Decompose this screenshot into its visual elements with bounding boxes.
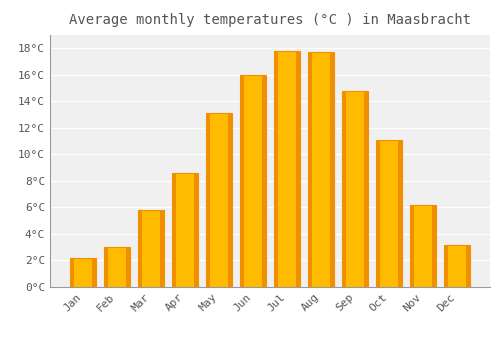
Bar — [172, 173, 198, 287]
Bar — [206, 113, 210, 287]
Bar — [444, 245, 470, 287]
Bar — [70, 258, 96, 287]
Bar — [342, 91, 368, 287]
Bar — [364, 91, 368, 287]
Bar — [376, 140, 380, 287]
Bar — [160, 210, 164, 287]
Bar — [410, 205, 414, 287]
Title: Average monthly temperatures (°C ) in Maasbracht: Average monthly temperatures (°C ) in Ma… — [69, 13, 471, 27]
Bar — [466, 245, 470, 287]
Bar — [308, 52, 312, 287]
Bar — [206, 113, 232, 287]
Bar — [262, 75, 266, 287]
Bar — [444, 245, 448, 287]
Bar — [398, 140, 402, 287]
Bar — [126, 247, 130, 287]
Bar — [274, 51, 278, 287]
Bar — [138, 210, 164, 287]
Bar — [104, 247, 130, 287]
Bar — [228, 113, 232, 287]
Bar — [92, 258, 96, 287]
Bar — [376, 140, 402, 287]
Bar — [342, 91, 346, 287]
Bar — [240, 75, 266, 287]
Bar — [296, 51, 300, 287]
Bar — [194, 173, 198, 287]
Bar — [172, 173, 176, 287]
Bar — [432, 205, 436, 287]
Bar — [104, 247, 108, 287]
Bar — [138, 210, 142, 287]
Bar — [330, 52, 334, 287]
Bar — [240, 75, 244, 287]
Bar — [308, 52, 334, 287]
Bar — [274, 51, 300, 287]
Bar — [410, 205, 436, 287]
Bar — [70, 258, 74, 287]
